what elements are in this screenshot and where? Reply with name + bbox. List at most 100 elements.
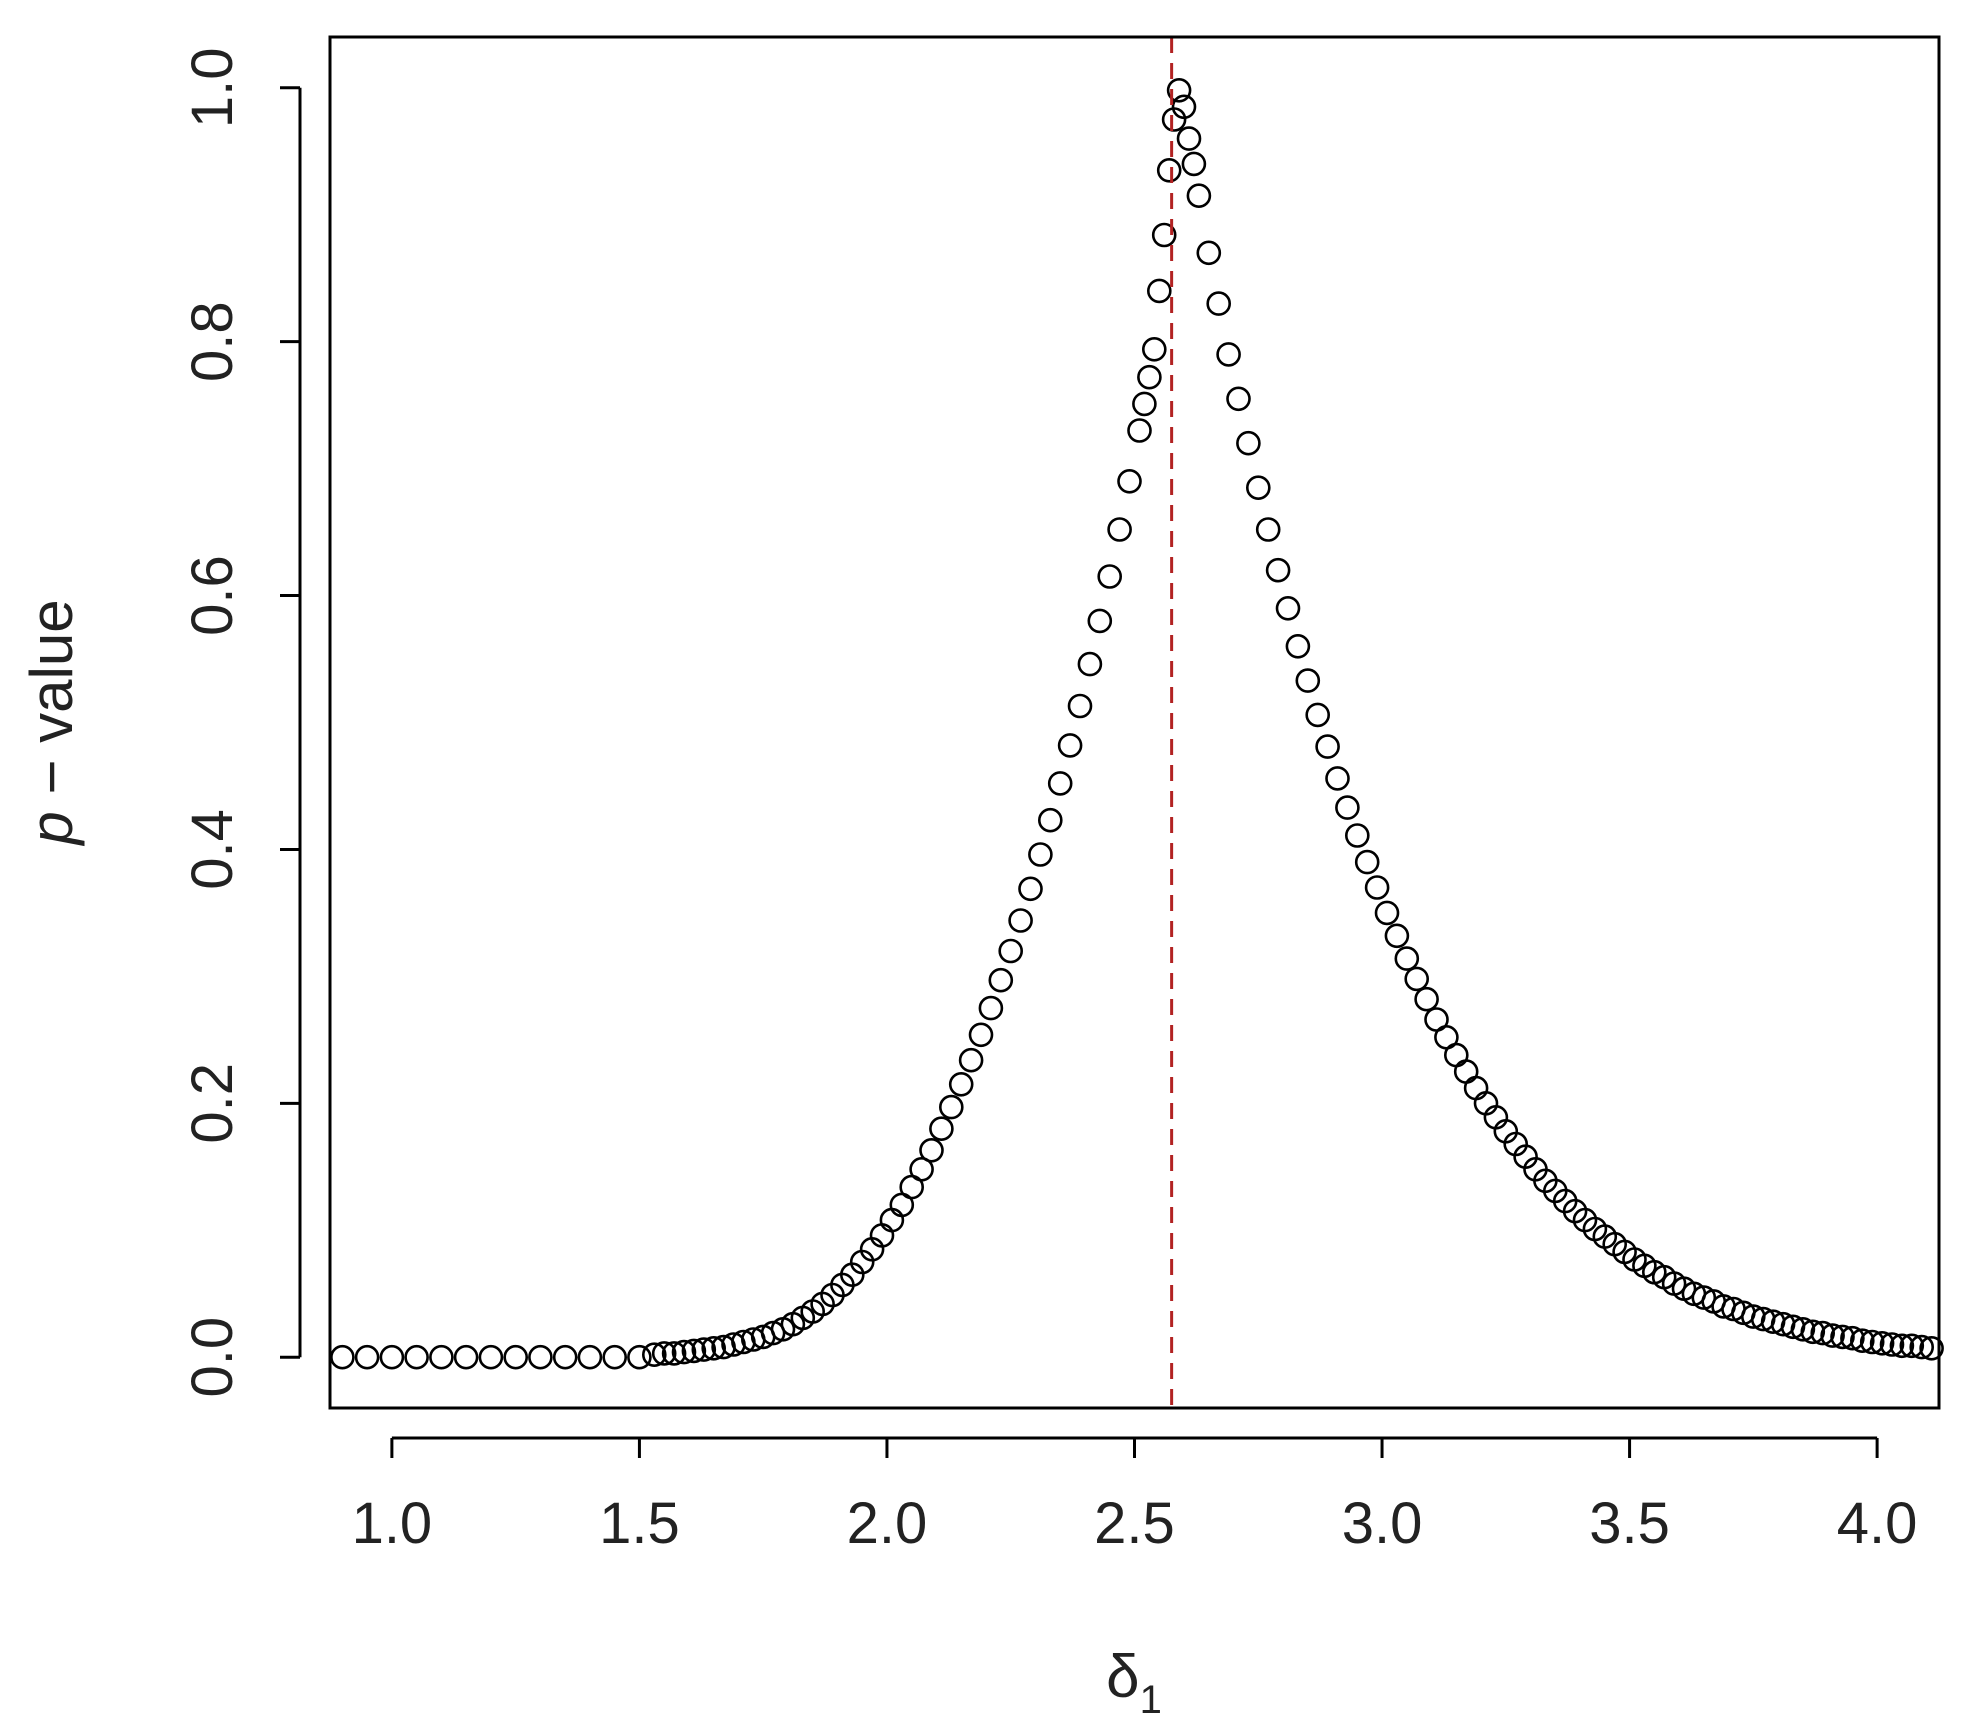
data-point (1067, 693, 1093, 719)
data-point (1181, 151, 1207, 177)
data-point (1414, 986, 1439, 1012)
data-point (1137, 364, 1162, 390)
data-point (1790, 1317, 1816, 1342)
data-point (1335, 795, 1360, 820)
data-point (1077, 651, 1103, 677)
data-point (1236, 430, 1261, 456)
data-point (1869, 1331, 1895, 1356)
data-point (1889, 1333, 1915, 1359)
data-point (1444, 1042, 1469, 1068)
y-tick-label: 0.8 (180, 301, 245, 382)
data-point (1166, 78, 1192, 103)
data-point (1255, 517, 1281, 542)
data-point (1216, 342, 1241, 367)
y-tick-label: 1.0 (180, 47, 245, 128)
data-point (1394, 946, 1420, 971)
data-point (1850, 1328, 1875, 1353)
data-point (919, 1138, 944, 1163)
data-point (1305, 702, 1330, 728)
data-point (1800, 1319, 1826, 1345)
data-point (1142, 336, 1167, 362)
data-point (1018, 876, 1043, 902)
y-tick-label: 0.2 (180, 1063, 245, 1144)
data-point (1206, 291, 1231, 316)
data-point (503, 1344, 529, 1370)
x-axis-title-subscript: 1 (1140, 1678, 1162, 1722)
data-point (1345, 823, 1370, 848)
data-point (1325, 766, 1350, 791)
data-point (929, 1116, 954, 1141)
y-tick-label: 0.4 (180, 809, 245, 890)
data-point (938, 1094, 964, 1120)
y-axis: 0.0 0.2 0.4 0.6 0.8 1.0 (180, 47, 302, 1398)
data-point (354, 1344, 380, 1370)
plot-area (330, 37, 1944, 1408)
data-point (1859, 1329, 1885, 1355)
data-point (1107, 517, 1132, 542)
data-point (1899, 1333, 1925, 1359)
data-point (1117, 468, 1142, 494)
data-point (1246, 475, 1271, 501)
data-point (879, 1207, 905, 1233)
data-point (627, 1344, 652, 1370)
data-point (661, 1341, 687, 1366)
data-point (1285, 633, 1311, 659)
data-point (1147, 278, 1172, 304)
data-point (681, 1338, 707, 1364)
data-point (1879, 1332, 1905, 1357)
data-point (671, 1339, 697, 1365)
data-point (1810, 1320, 1835, 1346)
data-point (1038, 807, 1063, 833)
x-tick-label: 1.0 (352, 1491, 433, 1556)
data-point (1364, 875, 1390, 900)
plot-frame (328, 35, 1941, 1410)
data-point (978, 995, 1004, 1021)
x-axis: 1.0 1.5 2.0 2.5 3.0 3.5 4.0 (352, 1436, 1918, 1556)
data-point (1151, 222, 1177, 248)
data-point (641, 1342, 667, 1367)
data-point (1820, 1323, 1845, 1348)
data-point (691, 1337, 717, 1362)
data-point (577, 1344, 603, 1370)
x-tick-label: 1.5 (599, 1491, 680, 1556)
x-tick-label: 3.0 (1342, 1491, 1423, 1556)
data-point (1315, 734, 1340, 759)
data-point (1047, 771, 1073, 796)
x-tick-label: 4.0 (1837, 1491, 1918, 1556)
data-point (1265, 557, 1291, 583)
data-point (701, 1336, 727, 1361)
data-point (948, 1072, 974, 1097)
data-point (1057, 733, 1083, 758)
data-point (528, 1344, 553, 1370)
y-tick-label: 0.0 (180, 1317, 245, 1398)
data-point (1028, 842, 1053, 867)
data-point (909, 1157, 934, 1182)
data-point (1384, 923, 1410, 949)
data-point (1186, 183, 1212, 208)
data-point (1132, 391, 1157, 417)
x-tick-label: 3.5 (1589, 1491, 1670, 1556)
data-point (1919, 1336, 1944, 1361)
data-point (1008, 908, 1033, 933)
data-point (1374, 900, 1400, 926)
y-axis-title: p − value (18, 599, 85, 846)
data-point (478, 1344, 504, 1370)
data-point (1840, 1325, 1865, 1351)
data-point (330, 1344, 355, 1370)
data-point (1295, 668, 1321, 693)
data-point (379, 1344, 405, 1370)
data-point (1196, 240, 1222, 266)
y-axis-title-italic: p (18, 811, 85, 846)
data-point (958, 1047, 984, 1073)
x-tick-label: 2.0 (847, 1491, 928, 1556)
data-point (1830, 1324, 1855, 1350)
data-point (1097, 564, 1122, 589)
data-point (1087, 608, 1113, 634)
data-point (651, 1341, 677, 1366)
data-point (404, 1344, 429, 1370)
data-point (1171, 94, 1197, 120)
data-point (968, 1022, 994, 1048)
data-point (1275, 595, 1301, 621)
